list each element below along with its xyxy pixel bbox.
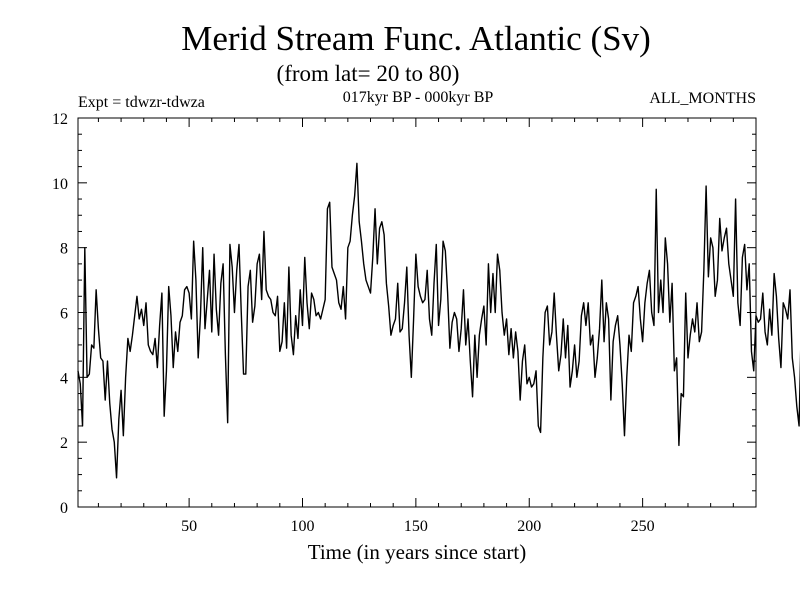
months-label: ALL_MONTHS — [649, 90, 756, 107]
chart-subtitle: (from lat= 20 to 80) — [277, 61, 460, 86]
y-axis: 0 2 4 6 8 10 12 — [52, 111, 756, 517]
y-tick-label: 8 — [60, 241, 68, 258]
x-tick-label: 100 — [290, 518, 314, 535]
y-tick-label: 2 — [60, 435, 68, 452]
y-tick-label: 10 — [52, 176, 68, 193]
y-tick-label: 0 — [60, 500, 68, 517]
x-axis: 50 100 150 200 250 — [97, 118, 734, 535]
plot-frame — [77, 117, 757, 508]
period-label: 017kyr BP - 000kyr BP — [343, 89, 494, 106]
y-tick-label: 12 — [52, 111, 68, 128]
x-tick-label: 150 — [404, 518, 428, 535]
x-axis-label: Time (in years since start) — [308, 540, 527, 564]
x-tick-label: 50 — [181, 518, 197, 535]
x-tick-label: 200 — [517, 518, 541, 535]
experiment-label: Expt = tdwzr-tdwza — [78, 94, 205, 111]
x-tick-label: 250 — [631, 518, 655, 535]
series-line — [77, 162, 800, 479]
y-tick-label: 4 — [60, 370, 68, 387]
y-tick-label: 6 — [60, 306, 68, 323]
chart-title: Merid Stream Func. Atlantic (Sv) — [181, 19, 651, 58]
